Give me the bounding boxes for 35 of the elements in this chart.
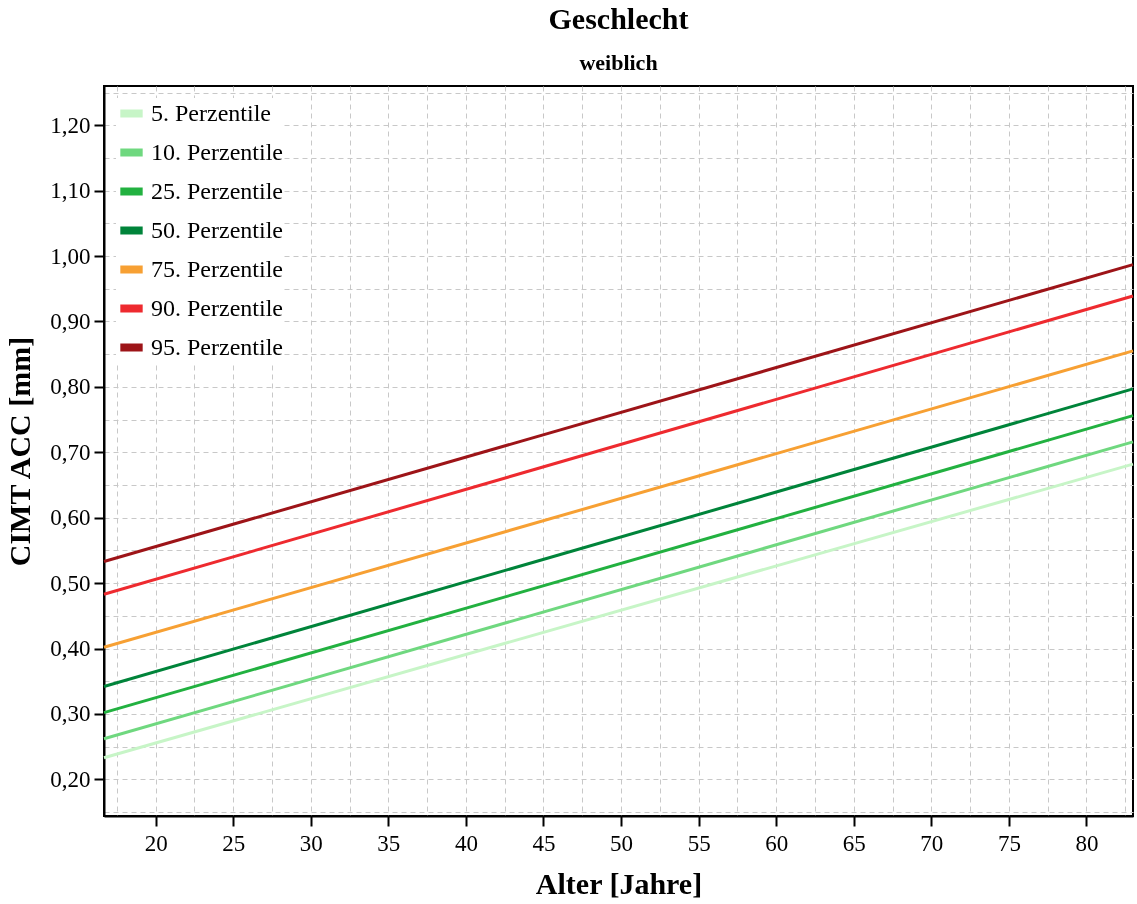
y-tick-label: 0,40 <box>50 636 91 662</box>
x-tick-label: 50 <box>610 830 634 856</box>
y-tick-label: 0,20 <box>50 766 91 792</box>
y-tick-label: 0,50 <box>50 570 91 596</box>
y-tick-label: 0,60 <box>50 505 91 531</box>
legend-label: 5. Perzentile <box>151 99 271 126</box>
x-tick-label: 65 <box>842 830 866 856</box>
chart-title: Geschlecht <box>548 2 689 35</box>
x-tick-label: 60 <box>765 830 789 856</box>
legend-label: 75. Perzentile <box>151 255 283 282</box>
y-tick-label: 1,10 <box>50 178 91 204</box>
legend-label: 50. Perzentile <box>151 216 283 243</box>
legend-label: 25. Perzentile <box>151 177 283 204</box>
y-tick-label: 0,90 <box>50 308 91 334</box>
legend-label: 95. Perzentile <box>151 333 283 360</box>
y-tick-label: 0,30 <box>50 701 91 727</box>
y-tick-label: 1,20 <box>50 112 91 138</box>
chart-subtitle: weiblich <box>579 50 658 75</box>
legend-label: 10. Perzentile <box>151 138 283 165</box>
x-tick-label: 75 <box>997 830 1021 856</box>
x-axis-title: Alter [Jahre] <box>535 866 703 900</box>
y-tick-label: 1,00 <box>50 243 91 269</box>
x-tick-label: 45 <box>532 830 556 856</box>
x-tick-label: 25 <box>222 830 246 856</box>
y-tick-label: 0,70 <box>50 439 91 465</box>
x-tick-label: 20 <box>144 830 168 856</box>
y-tick-label: 0,80 <box>50 374 91 400</box>
x-tick-label: 35 <box>377 830 401 856</box>
x-tick-label: 80 <box>1075 830 1099 856</box>
x-tick-label: 55 <box>687 830 711 856</box>
y-axis-title: CIMT ACC [mm] <box>3 336 37 567</box>
legend-label: 90. Perzentile <box>151 294 283 321</box>
x-tick-label: 40 <box>454 830 478 856</box>
x-tick-label: 70 <box>920 830 944 856</box>
x-tick-label: 30 <box>299 830 323 856</box>
